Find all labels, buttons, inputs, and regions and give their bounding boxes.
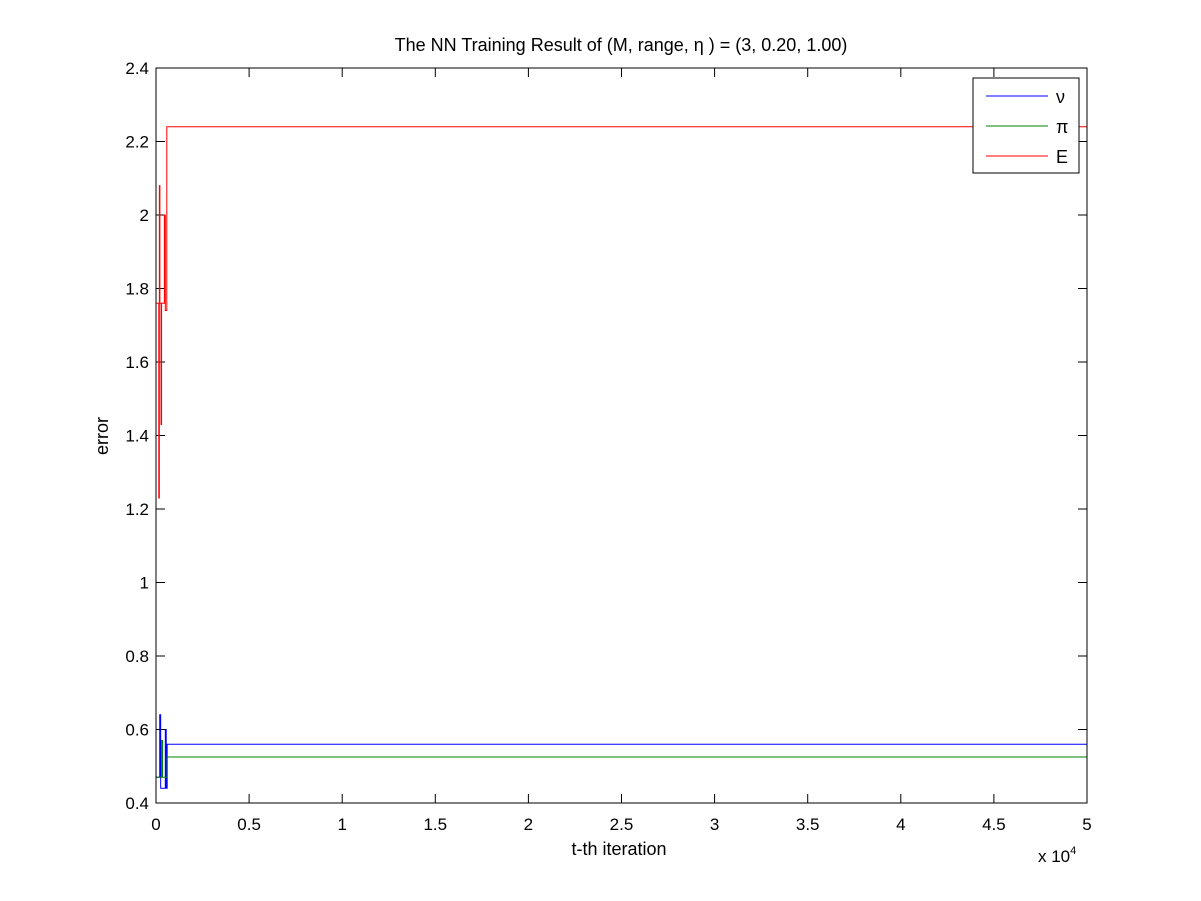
x-ticks: 0 0.5 1 1.5 2 2.5 3 3.5 4 4.5 5: [151, 68, 1092, 834]
plot-series: [156, 126, 1087, 789]
y-tick-label: 1.4: [125, 427, 149, 446]
y-tick-label: 1: [140, 574, 149, 593]
y-tick-label: 2: [140, 206, 149, 225]
series-line-1: [156, 714, 1087, 789]
y-tick-label: 1.6: [125, 353, 149, 372]
y-tick-label: 2.4: [125, 59, 149, 78]
y-ticks: 0.4 0.6 0.8 1 1.2 1.4 1.6 1.8 2 2.2 2.4: [125, 59, 1087, 813]
x-tick-label: 2: [524, 815, 533, 834]
y-axis-label: error: [92, 417, 112, 455]
y-tick-label: 2.2: [125, 133, 149, 152]
legend-label-2: π: [1056, 117, 1068, 137]
y-tick-label: 1.2: [125, 500, 149, 519]
x-tick-label: 3.5: [796, 815, 820, 834]
y-tick-label: 0.4: [125, 794, 149, 813]
x-tick-label: 1.5: [423, 815, 447, 834]
legend-label-1: ν: [1056, 87, 1065, 107]
x-tick-label: 1: [337, 815, 346, 834]
y-tick-label: 0.6: [125, 721, 149, 740]
x-tick-label: 5: [1082, 815, 1091, 834]
legend: νπE: [972, 77, 1080, 174]
x-axis-multiplier: x 104: [1038, 845, 1076, 866]
y-tick-label: 1.8: [125, 280, 149, 299]
x-axis-multiplier-base: x 10: [1038, 847, 1070, 866]
x-tick-label: 0.5: [237, 815, 261, 834]
series-line-2: [156, 740, 1087, 778]
x-tick-label: 4.5: [982, 815, 1006, 834]
plot-area-frame: [155, 67, 1088, 804]
chart-title: The NN Training Result of (M, range, η )…: [395, 35, 848, 55]
x-axis-multiplier-exponent: 4: [1070, 845, 1076, 857]
x-tick-label: 4: [896, 815, 905, 834]
x-axis-label: t-th iteration: [571, 839, 666, 859]
y-tick-label: 0.8: [125, 647, 149, 666]
series-line-3: [156, 126, 1087, 499]
x-tick-label: 0: [151, 815, 160, 834]
x-tick-label: 3: [710, 815, 719, 834]
x-tick-label: 2.5: [610, 815, 634, 834]
legend-label-3: E: [1056, 147, 1068, 167]
